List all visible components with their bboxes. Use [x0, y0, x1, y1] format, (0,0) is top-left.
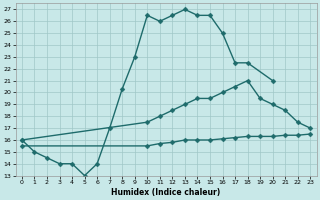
X-axis label: Humidex (Indice chaleur): Humidex (Indice chaleur)	[111, 188, 221, 197]
